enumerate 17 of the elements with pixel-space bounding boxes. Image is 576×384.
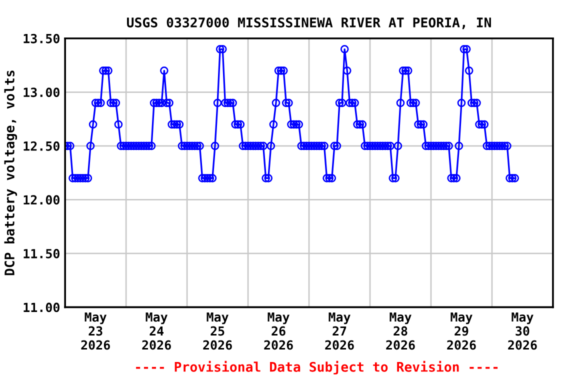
x-tick-label: May 23 2026 — [81, 312, 110, 350]
x-tick-label: May 30 2026 — [508, 312, 537, 350]
x-tick-label: May 27 2026 — [325, 312, 354, 350]
chart-title: USGS 03327000 MISSISSINEWA RIVER AT PEORIA, IN — [127, 17, 491, 30]
x-tick-label: May 26 2026 — [264, 312, 293, 350]
y-tick-label: 11.00 — [24, 302, 60, 312]
y-tick-label: 12.00 — [24, 195, 60, 205]
x-tick-label: May 25 2026 — [203, 312, 232, 350]
y-tick-label: 13.00 — [24, 88, 60, 98]
y-tick-label: 12.50 — [24, 141, 60, 151]
x-tick-label: May 28 2026 — [386, 312, 415, 350]
y-tick-label: 11.50 — [24, 248, 60, 258]
y-tick-label: 13.50 — [24, 34, 60, 44]
text: ---- Provisional Data Subject to Revision ---- — [136, 360, 498, 374]
x-tick-label: May 29 2026 — [447, 312, 476, 350]
x-tick-label: May 24 2026 — [142, 312, 171, 350]
y-axis-title: DCP battery voltage, volts — [4, 70, 18, 276]
